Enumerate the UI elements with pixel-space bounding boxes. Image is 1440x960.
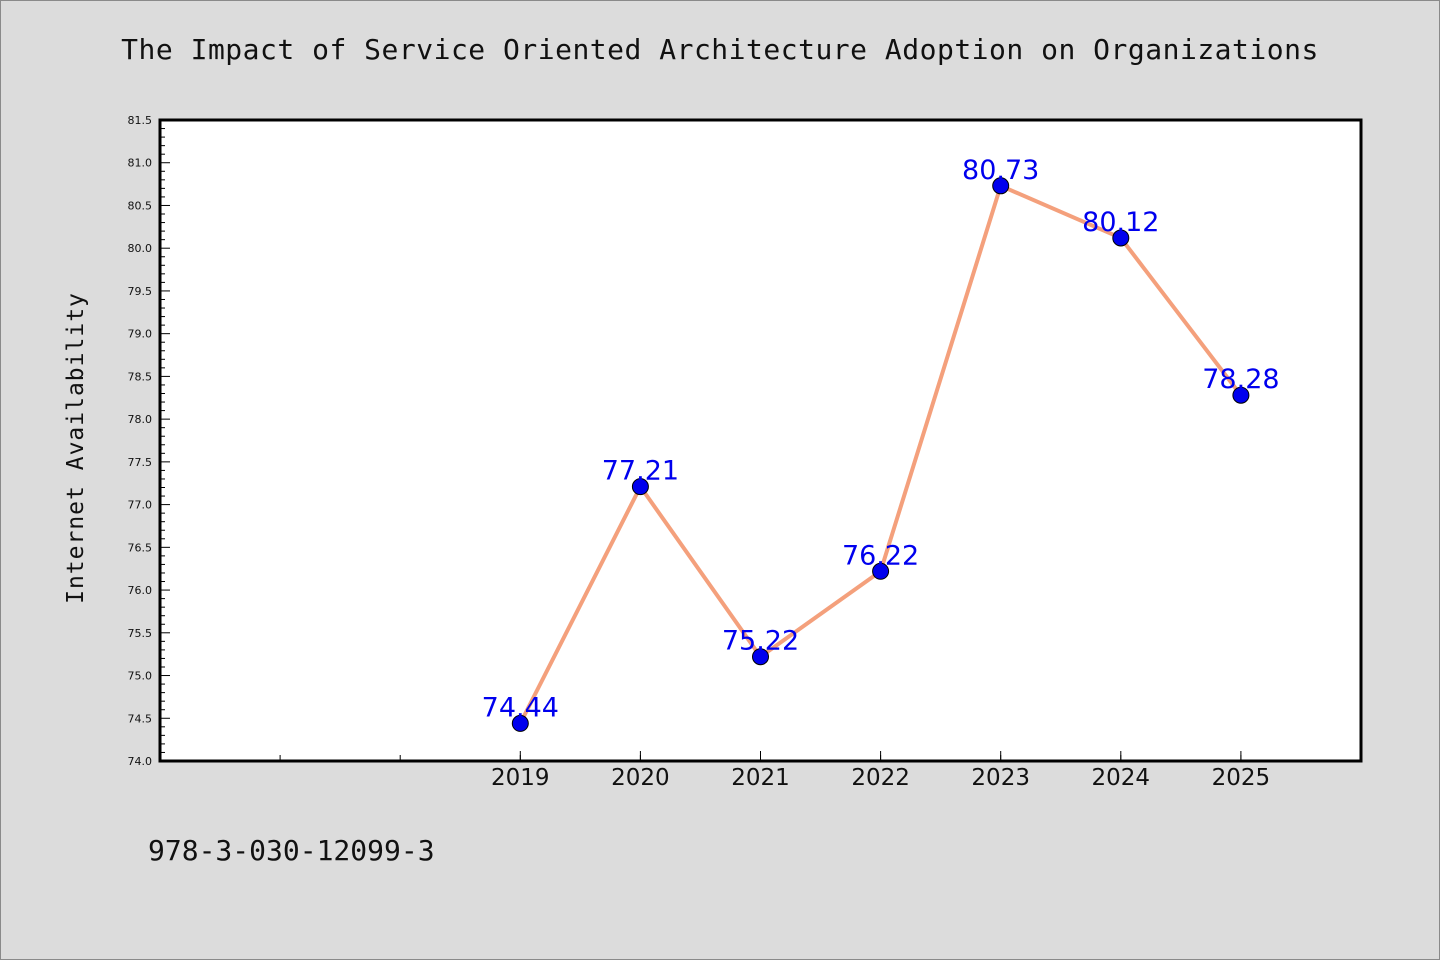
- data-label: 75.22: [722, 626, 799, 657]
- y-tick-label: 78.5: [128, 370, 153, 383]
- data-point: [1112, 229, 1130, 247]
- data-point: [752, 648, 769, 666]
- y-tick-label: 81.5: [128, 114, 153, 127]
- data-label: 76.22: [842, 540, 919, 571]
- data-label: 80.12: [1082, 207, 1159, 238]
- x-tick-label: 2019: [491, 765, 550, 791]
- y-tick-label: 80.0: [128, 242, 153, 255]
- data-point: [511, 714, 529, 732]
- x-tick-label: 2022: [851, 765, 910, 791]
- chart-title: The Impact of Service Oriented Architect…: [121, 33, 1319, 66]
- data-point: [1232, 386, 1250, 404]
- y-tick-label: 78.0: [128, 413, 153, 426]
- y-tick-label: 81.0: [128, 157, 153, 170]
- y-tick-label: 75.0: [128, 670, 153, 683]
- data-label: 80.73: [962, 155, 1039, 186]
- y-tick-label: 80.5: [128, 199, 153, 212]
- x-tick-label: 2020: [611, 765, 670, 791]
- y-tick-label: 77.5: [128, 456, 153, 469]
- data-point: [872, 562, 890, 580]
- series: 74.44 77.21 75.22 76.22 80.73 80.12 78.28: [482, 155, 1280, 732]
- data-point: [631, 478, 649, 496]
- y-tick-label: 77.0: [128, 499, 153, 512]
- x-tick-label: 2024: [1092, 765, 1151, 791]
- data-label: 77.21: [602, 456, 679, 487]
- data-label: 74.44: [482, 692, 559, 723]
- y-tick-label: 76.0: [128, 584, 153, 597]
- data-point: [992, 177, 1010, 195]
- y-tick-label: 79.5: [128, 285, 153, 298]
- plot-border: [158, 118, 1363, 763]
- y-tick-label: 75.5: [128, 627, 153, 640]
- data-label: 78.28: [1202, 364, 1279, 395]
- y-tick-label: 79.0: [128, 328, 153, 341]
- y-axis: 74.0 74.5 75.0 75.5 76.0 76.5 77.0 77.5 78.0 78.5…: [128, 114, 170, 768]
- x-axis: 2019 2020 2021 2022 2023 2024 2025: [279, 751, 1271, 791]
- x-tick-label: 2021: [731, 765, 790, 791]
- isbn-text: 978-3-030-12099-3: [148, 834, 435, 867]
- x-tick-label: 2025: [1212, 765, 1271, 791]
- y-tick-label: 74.5: [128, 712, 153, 725]
- y-tick-label: 76.5: [128, 541, 153, 554]
- y-tick-label: 74.0: [128, 755, 153, 768]
- x-tick-label: 2023: [971, 765, 1030, 791]
